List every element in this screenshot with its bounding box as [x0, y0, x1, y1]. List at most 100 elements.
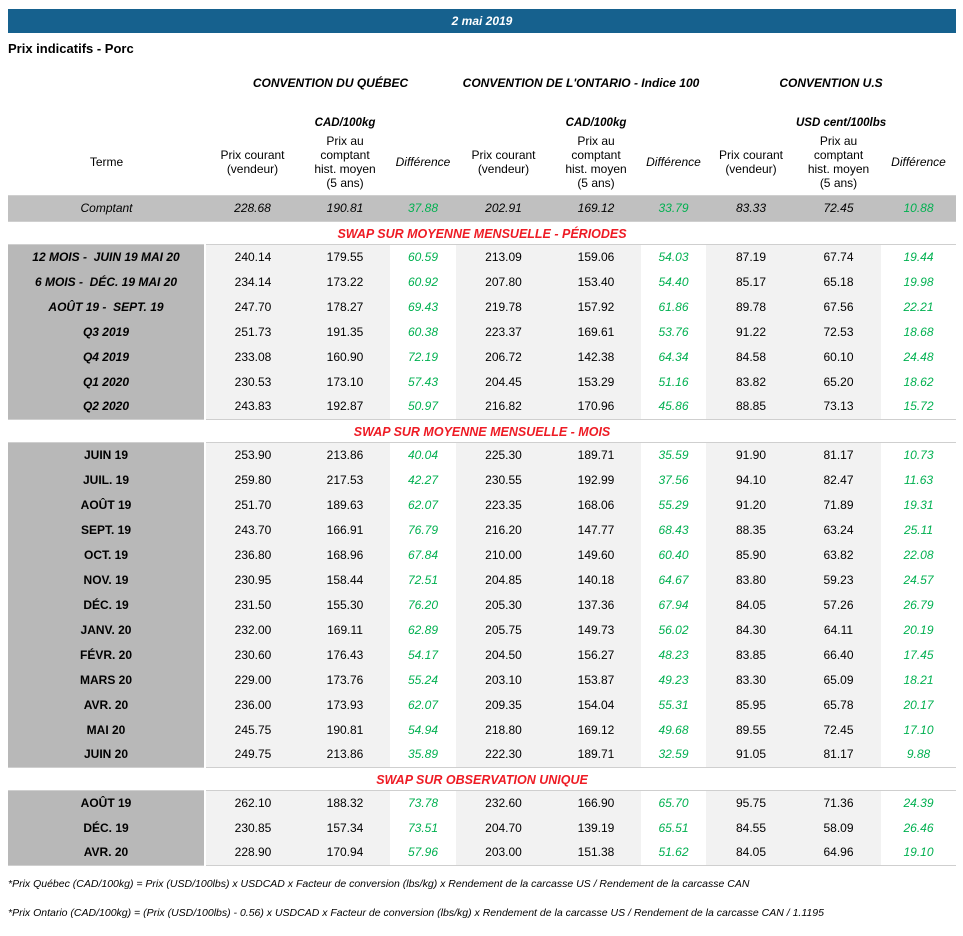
price-value-cell: 169.12 [551, 717, 641, 742]
difference-cell: 37.56 [641, 467, 706, 492]
column-header-difference: Différence [646, 154, 701, 169]
difference-cell: 24.48 [881, 344, 957, 369]
price-value-cell: 71.89 [796, 492, 881, 517]
difference-cell: 19.44 [881, 244, 957, 269]
price-value-cell: 157.92 [551, 294, 641, 319]
price-value-cell: 173.76 [300, 667, 390, 692]
price-value-cell: 245.75 [205, 717, 300, 742]
column-header-prix-comptant: Prix au comptant hist. moyen (5 ans) [565, 134, 627, 190]
price-value-cell: 81.17 [796, 442, 881, 467]
price-value-cell: 207.80 [456, 269, 551, 294]
price-value-cell: 142.38 [551, 344, 641, 369]
difference-cell: 9.88 [881, 742, 957, 767]
difference-cell: 17.45 [881, 642, 957, 667]
group-header-row: CONVENTION DU QUÉBEC CONVENTION DE L'ONT… [8, 70, 956, 114]
table-row: AOÛT 19 - SEPT. 19 247.70 178.27 69.43 219.7… [8, 294, 957, 319]
price-value-cell: 236.80 [205, 542, 300, 567]
difference-cell: 24.39 [881, 790, 957, 815]
difference-cell: 60.92 [390, 269, 456, 294]
difference-cell: 62.89 [390, 617, 456, 642]
price-value-cell: 58.09 [796, 815, 881, 840]
terme-cell: Q2 2020 [8, 394, 206, 419]
price-value-cell: 192.99 [551, 467, 641, 492]
table-row: AOÛT 19 251.70 189.63 62.07 223.35 168.06 55.2… [8, 492, 957, 517]
price-value-cell: 82.47 [796, 467, 881, 492]
spacer [641, 114, 706, 131]
difference-cell: 65.51 [641, 815, 706, 840]
difference-cell: 18.68 [881, 319, 957, 344]
unit-ontario: CAD/100kg [565, 116, 627, 129]
price-value-cell: 156.27 [551, 642, 641, 667]
column-header-prix-courant: Prix courant (vendeur) [220, 147, 285, 176]
price-value-cell: 168.96 [300, 542, 390, 567]
price-value-cell: 188.32 [300, 790, 390, 815]
table-row: AVR. 20 228.90 170.94 57.96 203.00 151.38 51.6… [8, 840, 957, 865]
price-value-cell: 234.14 [205, 269, 300, 294]
price-value-cell: 240.14 [205, 244, 300, 269]
terme-cell: DÉC. 19 [8, 815, 206, 840]
price-value-cell: 60.10 [796, 344, 881, 369]
price-value-cell: 170.96 [551, 394, 641, 419]
price-value-cell: 230.55 [456, 467, 551, 492]
price-value-cell: 65.18 [796, 269, 881, 294]
price-value-cell: 204.50 [456, 642, 551, 667]
section-header-row: SWAP SUR MOYENNE MENSUELLE - MOIS [8, 419, 957, 442]
price-value-cell: 72.45 [796, 717, 881, 742]
price-value-cell: 89.55 [706, 717, 796, 742]
difference-cell: 17.10 [881, 717, 957, 742]
price-value-cell: 84.55 [706, 815, 796, 840]
price-value-cell: 205.30 [456, 592, 551, 617]
price-value-cell: 230.53 [205, 369, 300, 394]
price-value-cell: 159.06 [551, 244, 641, 269]
price-value-cell: 173.93 [300, 692, 390, 717]
price-value-cell: 65.78 [796, 692, 881, 717]
table-row: JUIN 19 253.90 213.86 40.04 225.30 189.71 35.5… [8, 442, 957, 467]
price-value-cell: 67.56 [796, 294, 881, 319]
difference-cell: 62.07 [390, 492, 456, 517]
spacer [205, 114, 300, 131]
price-value-cell: 89.78 [706, 294, 796, 319]
table-row: SEPT. 19 243.70 166.91 76.79 216.20 147.77 68.… [8, 517, 957, 542]
report-date: 2 mai 2019 [451, 14, 513, 28]
difference-cell: 19.31 [881, 492, 957, 517]
price-value-cell: 63.82 [796, 542, 881, 567]
difference-cell: 42.27 [390, 467, 456, 492]
price-value-cell: 91.20 [706, 492, 796, 517]
table-row: JUIN 20 249.75 213.86 35.89 222.30 189.71 32.5… [8, 742, 957, 767]
difference-cell: 51.16 [641, 369, 706, 394]
price-value-cell: 243.70 [205, 517, 300, 542]
difference-cell: 64.67 [641, 567, 706, 592]
price-value-cell: 259.80 [205, 467, 300, 492]
difference-cell: 19.98 [881, 269, 957, 294]
difference-cell: 55.29 [641, 492, 706, 517]
difference-cell: 35.59 [641, 442, 706, 467]
terme-cell: JANV. 20 [8, 617, 206, 642]
column-header-prix-courant: Prix courant (vendeur) [471, 147, 536, 176]
difference-cell: 62.07 [390, 692, 456, 717]
table-row: 12 MOIS - JUIN 19 MAI 20 240.14 179.55 60.5… [8, 244, 957, 269]
price-value-cell: 253.90 [205, 442, 300, 467]
price-value-cell: 73.13 [796, 394, 881, 419]
section-header-row: SWAP SUR OBSERVATION UNIQUE [8, 767, 957, 790]
difference-cell: 56.02 [641, 617, 706, 642]
difference-cell: 54.03 [641, 244, 706, 269]
price-value-cell: 67.74 [796, 244, 881, 269]
column-header-terme: Terme [89, 154, 124, 169]
price-value-cell: 216.82 [456, 394, 551, 419]
table-row: JANV. 20 232.00 169.11 62.89 205.75 149.73 56.… [8, 617, 957, 642]
price-value-cell: 219.78 [456, 294, 551, 319]
table-row: MARS 20 229.00 173.76 55.24 203.10 153.87 49.2… [8, 667, 957, 692]
price-value-cell: 176.43 [300, 642, 390, 667]
price-value-cell: 85.90 [706, 542, 796, 567]
difference-cell: 60.38 [390, 319, 456, 344]
table-row: NOV. 19 230.95 158.44 72.51 204.85 140.18 64.6… [8, 567, 957, 592]
table-row: DÉC. 19 230.85 157.34 73.51 204.70 139.19 65.5… [8, 815, 957, 840]
difference-cell: 20.17 [881, 692, 957, 717]
difference-cell: 51.62 [641, 840, 706, 865]
group-header-ontario: CONVENTION DE L'ONTARIO - Indice 100 [462, 76, 700, 90]
price-value-cell: 210.00 [456, 542, 551, 567]
difference-cell: 55.31 [641, 692, 706, 717]
price-value-cell: 232.00 [205, 617, 300, 642]
price-value-cell: 166.90 [551, 790, 641, 815]
footnote-quebec: *Prix Québec (CAD/100kg) = Prix (USD/100… [8, 878, 750, 890]
